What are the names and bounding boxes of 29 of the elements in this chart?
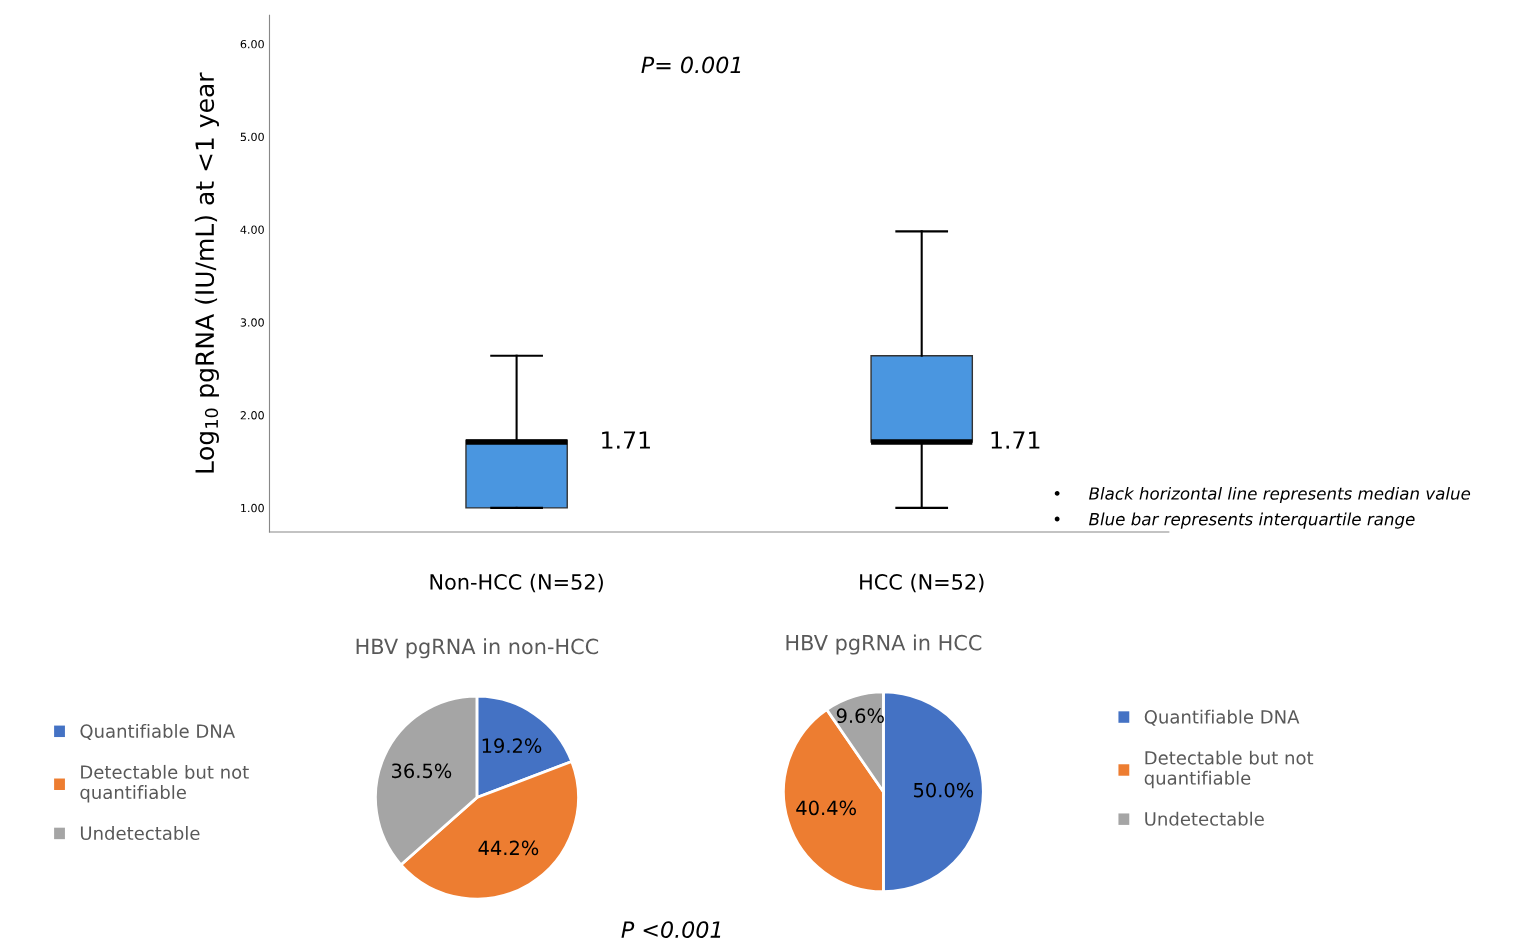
y-axis-title: Log$_{10}$ pgRNA (IU/mL) at <1 year — [194, 72, 219, 473]
legend-label: Quantifiable DNA — [1144, 709, 1300, 726]
chart-title: HBV pgRNA in HCC — [786, 634, 982, 655]
y-tick-label: 5.00 — [240, 132, 264, 142]
data-label: 44.2% — [478, 840, 539, 856]
chart-title: HBV pgRNA in non-HCC — [356, 638, 599, 659]
data-label: 50.0% — [913, 782, 974, 798]
data-label: 40.4% — [796, 800, 856, 816]
legend-label: Undetectable — [1145, 811, 1264, 826]
y-tick-label: 1.00 — [241, 503, 264, 513]
x-tick-label: Non-HCC (N=52) — [430, 573, 603, 593]
annotation: • Black horizontal line represents median value — [1054, 486, 1471, 504]
data-label: 19.2% — [482, 738, 542, 754]
text: P <0.001 — [621, 921, 721, 938]
y-tick-label: 2.00 — [240, 411, 264, 420]
legend-label: Detectable but not quantifiable — [1144, 750, 1314, 789]
annotation: 1.71 — [991, 431, 1040, 449]
legend-label: Detectable but not quantifiable — [80, 764, 249, 803]
data-label: 9.6% — [836, 708, 884, 724]
x-tick-label: HCC (N=52) — [860, 573, 984, 593]
data-label: 36.5% — [392, 763, 452, 779]
annotation: • Blue bar represents interquartile range — [1054, 512, 1415, 529]
annotation: 1.71 — [602, 431, 650, 449]
annotation: P= 0.001 — [641, 56, 741, 74]
legend-label: Quantifiable DNA — [80, 723, 236, 740]
y-tick-label: 6.00 — [240, 39, 264, 49]
y-tick-label: 4.00 — [240, 225, 264, 234]
y-tick-label: 3.00 — [240, 318, 264, 327]
legend-label: Undetectable — [80, 826, 200, 841]
